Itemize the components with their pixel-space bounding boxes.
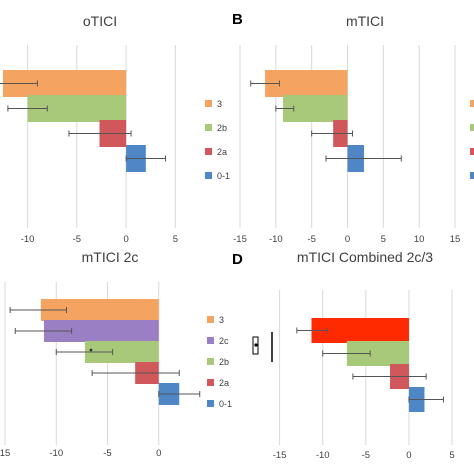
legend-swatch <box>207 358 214 365</box>
outlier-box <box>252 336 259 355</box>
legend-swatch <box>205 124 212 131</box>
chart-title: oTICI <box>83 13 117 29</box>
x-tick-label: -5 <box>103 448 111 459</box>
legend-label: 3 <box>217 99 222 109</box>
chart-title: mTICI <box>346 13 384 29</box>
legend-swatch <box>207 316 214 323</box>
legend-swatch <box>207 400 214 407</box>
legend-label: 2c <box>219 336 229 346</box>
x-tick-label: -5 <box>362 450 370 461</box>
x-tick-label: -10 <box>21 234 35 245</box>
panel-letter: D <box>232 251 243 268</box>
x-tick-label: 5 <box>381 234 386 245</box>
x-tick-label: -10 <box>316 450 330 461</box>
x-tick-label: 0 <box>345 234 350 245</box>
panel-otici: oTICI -10 -5 0 5 3 2b 2a 0-1 <box>0 13 230 245</box>
panel-letter: B <box>232 11 243 28</box>
x-tick-label: -5 <box>307 234 315 245</box>
chart-title: mTICI Combined 2c/3 <box>297 249 433 265</box>
legend-swatch <box>470 124 474 131</box>
bar-2c/3 <box>311 318 409 343</box>
bar-3 <box>40 299 159 321</box>
x-tick-label: 0 <box>156 448 161 459</box>
x-tick-label: 15 <box>0 448 10 459</box>
legend-label: 2b <box>217 123 227 133</box>
outlier-dot <box>254 343 258 347</box>
legend-swatch <box>470 148 474 155</box>
x-tick-label: 10 <box>414 234 425 245</box>
chart-title: mTICI 2c <box>82 249 139 265</box>
legend-label: 0-1 <box>217 171 230 181</box>
bar-2b <box>84 341 159 363</box>
bar-2c <box>43 320 159 342</box>
legend-label: 2a <box>219 378 229 388</box>
x-tick-label: -10 <box>49 448 63 459</box>
x-tick-label: 5 <box>173 234 178 245</box>
x-tick-label: -15 <box>273 450 287 461</box>
legend-swatch <box>205 172 212 179</box>
legend-label: 0-1 <box>219 399 232 409</box>
legend-swatch <box>205 100 212 107</box>
x-tick-label: -10 <box>269 234 283 245</box>
legend-swatch <box>207 379 214 386</box>
outlier-dot <box>89 348 93 352</box>
panel-mtici: mTICI B -15 -10 -5 0 5 10 15 <box>232 11 474 245</box>
legend-swatch <box>470 100 474 107</box>
x-tick-label: 5 <box>449 450 454 461</box>
legend-label: 3 <box>219 315 224 325</box>
legend-swatch <box>207 337 214 344</box>
legend-label: 2a <box>217 147 227 157</box>
x-tick-label: 0 <box>123 234 128 245</box>
x-tick-label: 15 <box>450 234 461 245</box>
panel-mtici-2c: mTICI 2c 15 -10 -5 0 3 2c 2b 2a 0-1 <box>0 249 232 459</box>
panel-mtici-combined: mTICI Combined 2c/3 D -15 -10 -5 0 5 <box>232 249 455 461</box>
x-tick-label: -5 <box>73 234 81 245</box>
x-tick-label: -15 <box>233 234 247 245</box>
legend-label: 2b <box>219 357 229 367</box>
legend-swatch <box>470 172 474 179</box>
legend-swatch <box>205 148 212 155</box>
x-tick-label: 0 <box>406 450 411 461</box>
